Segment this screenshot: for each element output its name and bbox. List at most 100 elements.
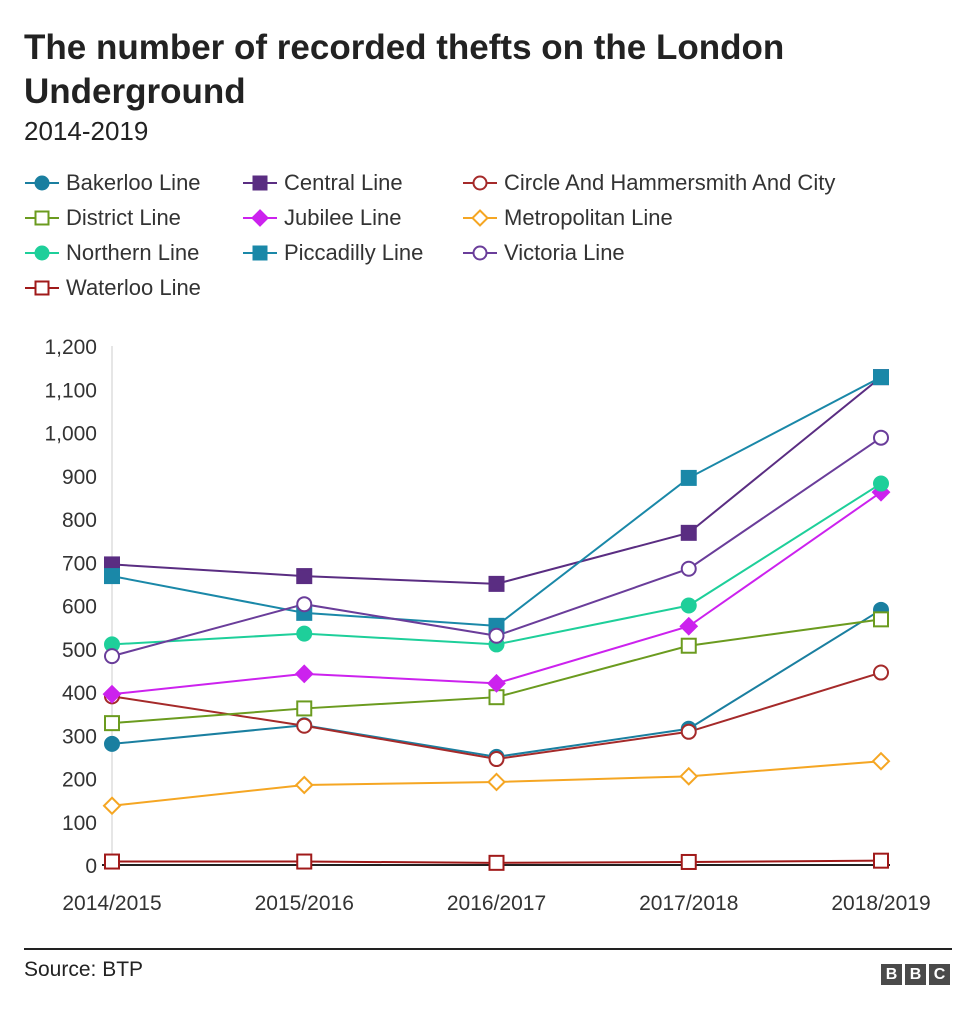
legend-label: Central Line	[284, 170, 403, 195]
bbc-logo-letter-3: C	[929, 964, 950, 985]
legend-marker-jubilee-line	[251, 209, 269, 227]
data-point-circle-and-hammersmith-and-city	[873, 664, 889, 681]
data-point-circle-and-hammersmith-and-city	[680, 723, 697, 740]
legend-label: Metropolitan Line	[504, 205, 673, 230]
data-point-metropolitan-line	[871, 751, 891, 771]
y-tick-label: 1,000	[44, 423, 97, 446]
data-point-victoria-line	[296, 596, 313, 613]
data-point-jubilee-line	[679, 616, 699, 636]
legend-item-metropolitan-line: Metropolitan Line	[462, 203, 673, 233]
legend-key-bakerloo-line	[25, 175, 59, 191]
legend-key-jubilee-line	[243, 209, 277, 227]
data-point-waterloo-line	[873, 852, 889, 869]
y-tick-label: 700	[62, 552, 97, 575]
legend-item-waterloo-line: Waterloo Line	[24, 273, 201, 303]
legend-item-jubilee-line: Jubilee Line	[242, 203, 401, 233]
series-points-piccadilly-line	[104, 369, 889, 634]
source-note: Source: BTP	[24, 958, 144, 981]
y-tick-label: 300	[62, 725, 97, 748]
legend-item-northern-line: Northern Line	[24, 238, 199, 268]
data-point-waterloo-line	[104, 853, 120, 870]
data-point-circle-and-hammersmith-and-city	[488, 751, 505, 768]
legend-item-bakerloo-line: Bakerloo Line	[24, 168, 201, 198]
data-point-victoria-line	[680, 560, 697, 577]
legend-label: Victoria Line	[504, 240, 625, 265]
chart-subtitle: 2014-2019	[24, 116, 149, 146]
y-tick-label: 400	[62, 682, 97, 705]
legend-label: Northern Line	[66, 240, 200, 265]
data-point-northern-line	[680, 597, 697, 614]
legend-item-piccadilly-line: Piccadilly Line	[242, 238, 423, 268]
data-point-district-line	[296, 700, 313, 717]
data-point-northern-line	[873, 475, 889, 492]
data-point-metropolitan-line	[487, 772, 506, 792]
legend-marker-district-line	[34, 210, 50, 226]
data-point-metropolitan-line	[294, 775, 314, 795]
legend-label: District Line	[66, 205, 181, 230]
series-points-jubilee-line	[102, 482, 891, 704]
data-point-metropolitan-line	[102, 796, 122, 816]
x-tick-label: 2015/2016	[255, 892, 354, 915]
legend-item-circle-and-hammersmith-and-city: Circle And Hammersmith And City	[462, 168, 835, 198]
legend-key-circle-and-hammersmith-and-city	[463, 175, 497, 191]
y-tick-label: 800	[62, 509, 97, 532]
legend-marker-bakerloo-line	[34, 175, 50, 191]
legend-marker-waterloo-line	[34, 280, 50, 296]
footer-divider	[24, 948, 952, 950]
legend-item-central-line: Central Line	[242, 168, 403, 198]
data-point-waterloo-line	[680, 853, 697, 870]
y-tick-label: 200	[62, 769, 97, 792]
legend-key-metropolitan-line	[463, 209, 497, 227]
legend-label: Piccadilly Line	[284, 240, 424, 265]
legend-label: Bakerloo Line	[66, 170, 201, 195]
y-tick-label: 500	[62, 639, 97, 662]
bbc-logo-letter-2: B	[905, 964, 926, 985]
data-point-central-line	[488, 575, 505, 592]
x-tick-label: 2017/2018	[639, 892, 738, 915]
y-tick-label: 900	[62, 466, 97, 489]
series-points-central-line	[104, 369, 889, 592]
series-points-waterloo-line	[104, 852, 889, 871]
chart-legend: Bakerloo Line Central Line Circle And Hamm…	[24, 168, 964, 318]
series-points-district-line	[104, 611, 889, 732]
data-point-victoria-line	[104, 648, 120, 665]
line-chart: 0 100 200 300 400 500 600 700 800 900 1,000 1,100 1,…	[44, 336, 930, 915]
series-line-jubilee-line	[111, 491, 882, 696]
x-tick-label: 2016/2017	[447, 892, 546, 915]
data-point-central-line	[680, 524, 697, 541]
legend-marker-circle-and-hammersmith-and-city	[472, 175, 488, 191]
legend-key-piccadilly-line	[243, 245, 277, 261]
data-point-metropolitan-line	[679, 766, 699, 786]
legend-marker-metropolitan-line	[471, 209, 489, 227]
data-point-district-line	[873, 611, 889, 628]
legend-key-waterloo-line	[25, 280, 59, 296]
bbc-logo-letter-1: B	[881, 964, 902, 985]
data-point-jubilee-line	[294, 664, 314, 684]
x-tick-label: 2018/2019	[831, 892, 930, 915]
legend-marker-piccadilly-line	[252, 245, 268, 261]
legend-key-central-line	[243, 175, 277, 191]
data-point-piccadilly-line	[104, 568, 120, 585]
series-line-central-line	[111, 376, 882, 585]
data-point-northern-line	[296, 625, 313, 642]
legend-item-district-line: District Line	[24, 203, 181, 233]
y-tick-label: 100	[62, 812, 97, 835]
y-tick-label: 1,200	[44, 336, 97, 359]
bbc-logo: B B C	[881, 964, 950, 985]
legend-item-victoria-line: Victoria Line	[462, 238, 625, 268]
data-point-piccadilly-line	[873, 369, 889, 386]
x-tick-label: 2014/2015	[62, 892, 161, 915]
legend-key-northern-line	[25, 245, 59, 261]
legend-marker-victoria-line	[472, 245, 488, 261]
data-point-waterloo-line	[488, 854, 505, 871]
legend-marker-northern-line	[34, 245, 50, 261]
series-points-victoria-line	[104, 429, 889, 665]
y-tick-label: 0	[85, 855, 97, 878]
data-point-district-line	[104, 715, 120, 732]
y-tick-label: 600	[62, 596, 97, 619]
legend-key-district-line	[25, 210, 59, 226]
data-point-district-line	[680, 637, 697, 654]
data-point-jubilee-line	[102, 684, 122, 704]
data-point-victoria-line	[488, 627, 505, 644]
data-point-waterloo-line	[296, 853, 313, 870]
